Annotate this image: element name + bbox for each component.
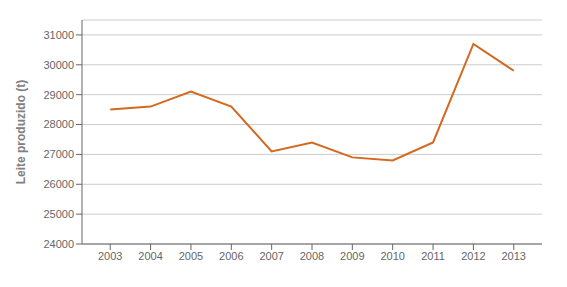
svg-text:2013: 2013 (502, 250, 526, 262)
svg-text:31000: 31000 (43, 29, 74, 41)
svg-text:2012: 2012 (461, 250, 485, 262)
svg-text:24000: 24000 (43, 238, 74, 250)
svg-text:2010: 2010 (380, 250, 404, 262)
svg-text:2003: 2003 (98, 250, 122, 262)
svg-text:27000: 27000 (43, 148, 74, 160)
svg-text:2009: 2009 (340, 250, 364, 262)
svg-text:2011: 2011 (421, 250, 445, 262)
svg-text:28000: 28000 (43, 118, 74, 130)
svg-text:2007: 2007 (259, 250, 283, 262)
svg-text:2005: 2005 (179, 250, 203, 262)
svg-text:30000: 30000 (43, 59, 74, 71)
svg-text:29000: 29000 (43, 89, 74, 101)
svg-text:2006: 2006 (219, 250, 243, 262)
svg-text:25000: 25000 (43, 208, 74, 220)
svg-text:2004: 2004 (138, 250, 162, 262)
svg-text:2008: 2008 (300, 250, 324, 262)
svg-text:26000: 26000 (43, 178, 74, 190)
svg-text:Leite produzido (t): Leite produzido (t) (14, 80, 28, 185)
